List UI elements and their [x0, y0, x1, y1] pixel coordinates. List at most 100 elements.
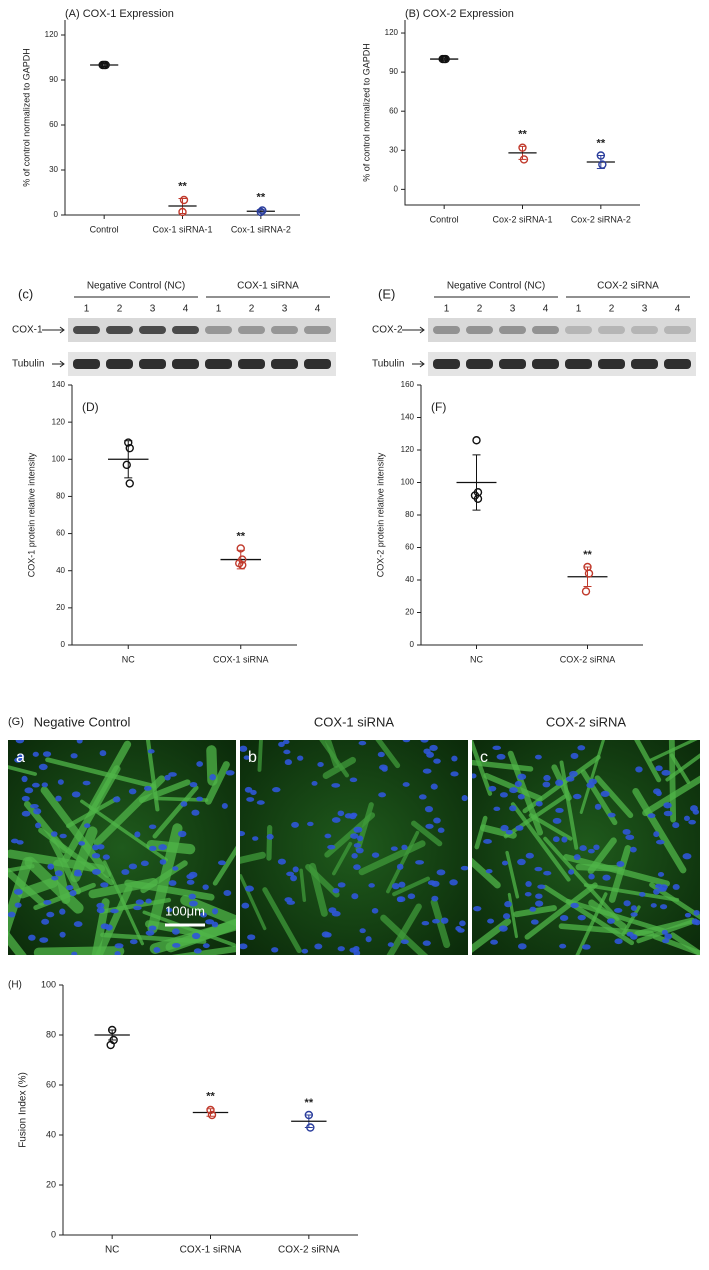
nucleus [21, 775, 28, 783]
nucleus [534, 866, 543, 872]
nucleus [407, 893, 416, 900]
nucleus [38, 763, 48, 771]
nucleus [655, 765, 663, 772]
nucleus [331, 817, 341, 823]
nucleus [102, 854, 110, 860]
nucleus [42, 751, 52, 757]
nucleus [114, 943, 124, 949]
myotube [8, 930, 27, 955]
nucleus [625, 834, 635, 841]
nucleus [50, 831, 58, 837]
cells [240, 740, 468, 955]
nucleus [661, 769, 671, 776]
myotube [332, 841, 353, 876]
myotube [665, 753, 700, 782]
y-tick-label: 100 [52, 454, 66, 463]
nucleus [148, 845, 157, 852]
nucleus [82, 780, 91, 786]
nucleus [623, 900, 631, 907]
nucleus [180, 801, 188, 807]
group-label: COX-1 siRNA [237, 281, 299, 292]
nucleus [552, 817, 562, 824]
nucleus [189, 781, 198, 788]
nucleus [353, 826, 363, 833]
myotube [8, 856, 33, 938]
nucleus [420, 740, 429, 743]
nucleus [473, 906, 482, 912]
nucleus [159, 859, 167, 865]
myotube [358, 840, 426, 876]
lane-label: 3 [510, 304, 516, 315]
blot-band [106, 326, 133, 334]
nucleus [647, 813, 656, 819]
nucleus [460, 865, 468, 871]
significance: ** [305, 1097, 314, 1109]
nucleus [429, 744, 438, 752]
lane-label: 2 [609, 304, 615, 315]
nucleus [402, 740, 411, 743]
data-point [101, 60, 110, 70]
myotube [375, 740, 401, 769]
nucleus [690, 805, 698, 812]
nucleus [73, 921, 83, 928]
nucleus [217, 860, 226, 866]
nucleus [191, 932, 201, 940]
nucleus [529, 906, 537, 912]
nucleus [283, 749, 291, 755]
y-tick-label: 60 [56, 529, 65, 538]
blot-band [532, 359, 559, 369]
nucleus [433, 817, 441, 824]
nucleus [311, 781, 318, 786]
y-tick-label: 30 [49, 165, 58, 174]
nucleus [371, 852, 380, 858]
y-axis-label: COX-1 protein relative intensity [26, 452, 36, 577]
myotube [266, 825, 273, 861]
blot-band [598, 359, 625, 369]
myotube [634, 917, 695, 937]
x-tick-label: Cox-1 siRNA-2 [231, 224, 291, 234]
y-tick-label: 120 [401, 445, 415, 454]
nucleus [424, 805, 433, 813]
nucleus [492, 745, 502, 751]
myotube [204, 761, 230, 805]
nucleus [517, 858, 526, 866]
nucleus [349, 777, 358, 783]
panel-label: (G) [8, 716, 24, 728]
significance: ** [178, 180, 187, 192]
myotube [563, 854, 670, 887]
myotube [142, 910, 236, 947]
nucleus [205, 919, 215, 925]
blot-band [73, 326, 100, 334]
nucleus [672, 822, 680, 829]
nucleus [121, 869, 130, 875]
data-point [596, 151, 606, 160]
blot-band [271, 359, 298, 369]
nucleus [331, 910, 341, 917]
myotube [642, 775, 700, 817]
myotube [45, 757, 157, 789]
nucleus [202, 884, 209, 890]
nucleus [271, 947, 279, 953]
nucleus [16, 840, 24, 845]
nucleus [472, 773, 477, 779]
y-axis-label: COX-2 protein relative intensity [375, 452, 385, 577]
lane-label: 4 [675, 304, 681, 315]
row-arrow [52, 360, 65, 368]
nucleus [191, 809, 200, 816]
nucleus [517, 943, 527, 950]
blot-band [304, 359, 331, 369]
blot-band [433, 326, 460, 334]
nucleus [525, 852, 534, 859]
blot-band [139, 359, 166, 369]
myotube [483, 772, 543, 802]
nucleus [91, 852, 101, 859]
nucleus [317, 762, 324, 767]
nucleus [552, 836, 560, 843]
nucleus [166, 907, 173, 913]
y-tick-label: 40 [405, 575, 414, 584]
nucleus [351, 893, 359, 900]
nucleus [555, 807, 564, 813]
nucleus [657, 872, 665, 877]
nucleus [164, 774, 171, 781]
nucleus [570, 902, 579, 909]
